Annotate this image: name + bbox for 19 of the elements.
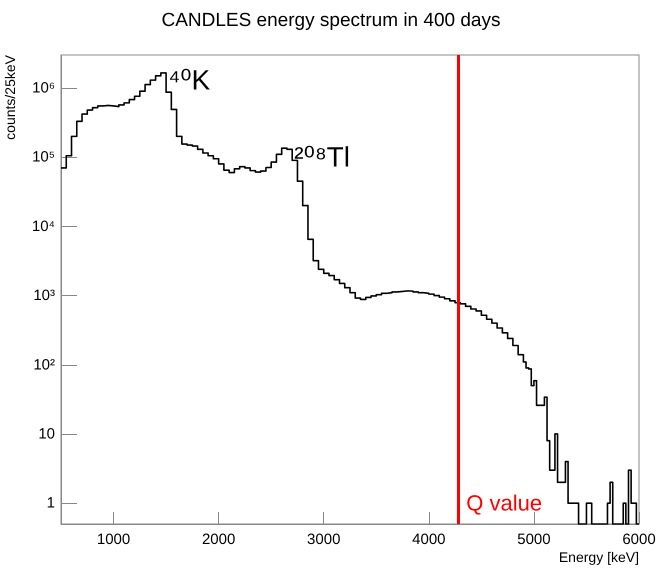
- y-tick-label: 10²: [33, 356, 55, 374]
- annotation: ²⁰⁸Tl: [294, 142, 350, 173]
- y-tick-label: 10³: [33, 287, 55, 304]
- ref-line-label: Q value: [466, 490, 542, 516]
- y-axis-title: counts/25keV: [2, 54, 18, 140]
- x-tick-label: 2000: [202, 531, 236, 548]
- chart-title: CANDLES energy spectrum in 400 days: [162, 10, 500, 31]
- y-tick-label: 10⁵: [32, 148, 55, 166]
- y-tick-label: 10⁶: [32, 80, 55, 97]
- y-tick-label: 10: [38, 425, 55, 442]
- x-axis-title: Energy [keV]: [558, 549, 639, 565]
- x-tick-label: 3000: [307, 531, 340, 548]
- x-tick-label: 6000: [622, 531, 656, 548]
- x-tick-label: 5000: [517, 531, 551, 548]
- y-tick-label: 1: [46, 494, 55, 512]
- x-tick-label: 1000: [96, 531, 130, 548]
- x-tick-label: 4000: [412, 531, 446, 548]
- y-tick-label: 10⁴: [32, 218, 55, 235]
- annotation: ⁴⁰K: [168, 64, 210, 96]
